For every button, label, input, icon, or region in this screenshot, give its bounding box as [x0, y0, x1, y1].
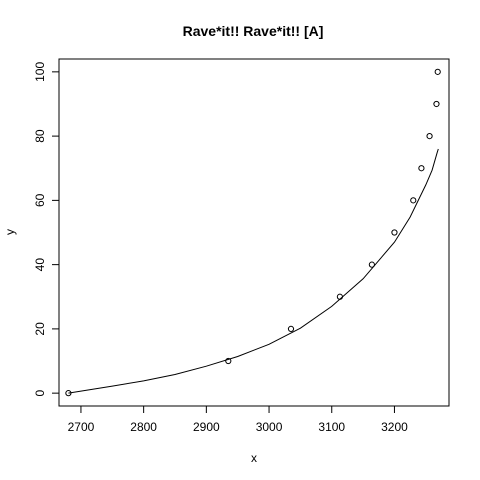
fit-curve: [68, 148, 439, 394]
chart-title: Rave*it!! Rave*it!! [A]: [183, 23, 324, 39]
data-points: [65, 68, 441, 397]
data-point: [410, 197, 417, 204]
y-tick-label: 40: [33, 258, 47, 272]
plot-frame: [58, 58, 450, 407]
y-tick-label: 80: [33, 129, 47, 143]
data-point: [65, 390, 72, 397]
y-tick-label: 0: [33, 389, 47, 396]
y-axis: 0 20 40 60 80 100: [33, 62, 59, 396]
data-point: [418, 165, 425, 172]
x-tick-label: 2700: [68, 420, 95, 434]
x-tick-label: 3200: [381, 420, 408, 434]
x-tick-label: 2800: [130, 420, 157, 434]
x-tick-label: 2900: [193, 420, 220, 434]
x-axis: 2700 2800 2900 3000 3100 3200: [68, 406, 408, 434]
data-point: [287, 325, 295, 332]
y-tick-label: 100: [33, 62, 47, 82]
x-tick-label: 3100: [318, 420, 345, 434]
data-point: [433, 100, 440, 108]
data-point: [336, 293, 344, 300]
data-point: [368, 261, 375, 268]
y-tick-label: 20: [33, 322, 47, 336]
x-tick-label: 3000: [256, 420, 283, 434]
data-point: [426, 133, 433, 140]
x-axis-title: x: [251, 451, 257, 465]
y-axis-title: y: [3, 229, 17, 235]
data-point: [434, 68, 441, 75]
data-point: [225, 357, 232, 365]
data-point: [391, 229, 398, 236]
y-tick-label: 60: [33, 193, 47, 207]
